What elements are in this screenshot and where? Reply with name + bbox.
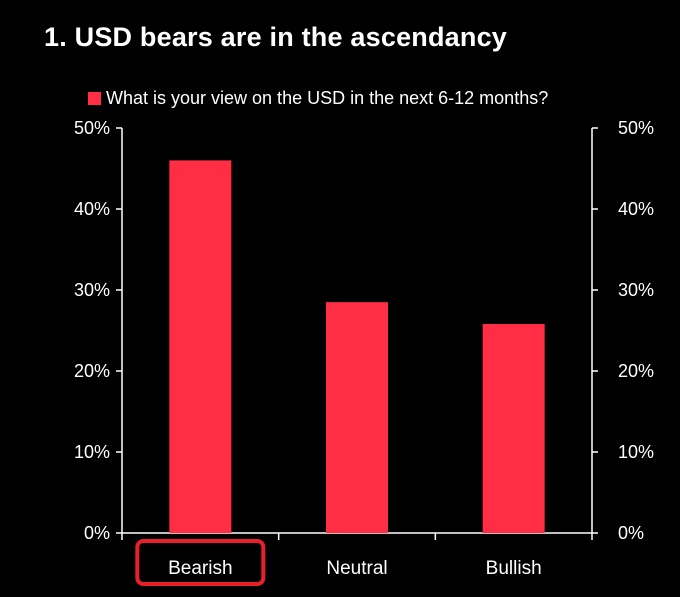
bar-neutral (326, 302, 388, 533)
legend-swatch (88, 92, 101, 105)
x-tick-label-bearish: Bearish (168, 558, 232, 579)
x-tick-label-bullish: Bullish (486, 558, 542, 579)
x-tick-label-neutral: Neutral (326, 558, 387, 579)
bar-bearish (169, 160, 232, 533)
y-tick-label-left: 0% (84, 523, 110, 543)
y-tick-label-left: 10% (74, 442, 110, 462)
y-tick-label-right: 30% (618, 280, 654, 300)
y-tick-label-left: 40% (74, 199, 110, 219)
y-tick-label-right: 20% (618, 361, 654, 381)
y-tick-label-right: 0% (618, 523, 644, 543)
y-tick-label-right: 10% (618, 442, 654, 462)
y-tick-label-left: 20% (74, 361, 110, 381)
y-tick-label-right: 50% (618, 118, 654, 138)
legend-label: What is your view on the USD in the next… (106, 88, 549, 108)
chart-title: 1. USD bears are in the ascendancy (44, 22, 508, 52)
chart-legend: What is your view on the USD in the next… (88, 88, 548, 109)
y-tick-label-left: 30% (74, 280, 110, 300)
highlight-box (135, 539, 266, 586)
y-tick-label-right: 40% (618, 199, 654, 219)
bar-bullish (482, 324, 545, 533)
y-tick-label-left: 50% (74, 118, 110, 138)
